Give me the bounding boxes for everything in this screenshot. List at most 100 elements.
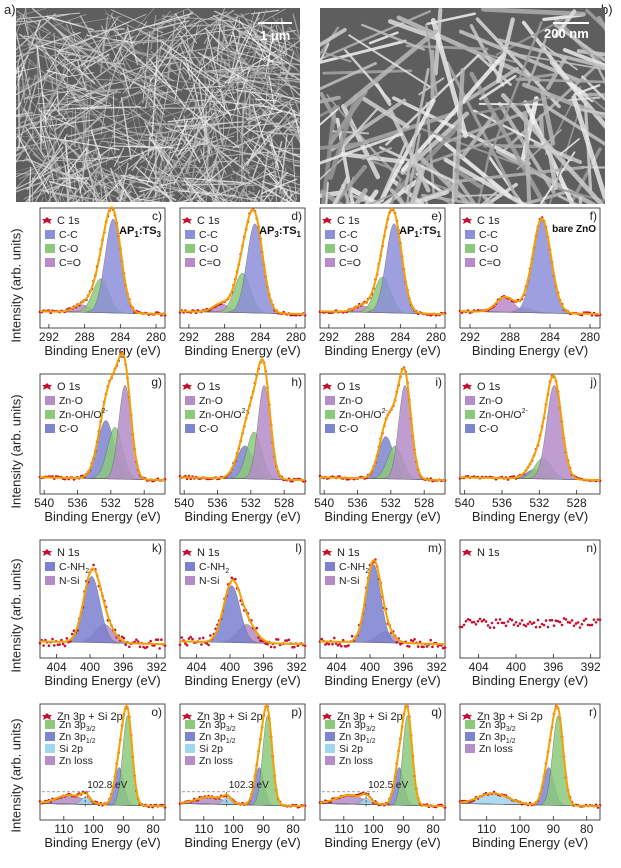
legend-swatch — [185, 396, 195, 405]
legend-label: C-NH2 — [199, 561, 229, 575]
data-point — [518, 622, 522, 625]
x-tick-label: 90 — [117, 822, 131, 836]
sample-label: AP1:TS1 — [399, 225, 441, 239]
legend-label: Zn-OH/O2- — [479, 408, 528, 421]
data-point — [522, 623, 526, 627]
x-tick-label: 80 — [580, 822, 594, 836]
data-point — [65, 637, 69, 640]
panel-letter: h) — [291, 375, 302, 389]
legend-swatch — [465, 230, 475, 239]
data-point — [540, 622, 544, 626]
data-point — [462, 623, 466, 627]
envelope-fit — [460, 373, 600, 482]
data-point — [189, 635, 192, 639]
data-point — [538, 625, 542, 629]
legend-swatch — [465, 744, 475, 753]
data-point — [178, 643, 182, 647]
x-tick-label: 90 — [257, 822, 271, 836]
legend-label: C-C — [479, 229, 498, 241]
panel-label-b: b) — [601, 2, 613, 17]
data-point — [500, 621, 504, 625]
data-point — [198, 637, 201, 640]
region-label: O 1s — [57, 381, 81, 393]
data-point — [596, 618, 600, 621]
sample-label: AP1:TS3 — [119, 225, 161, 239]
x-axis-label: Binding Energy (eV) — [472, 343, 588, 358]
data-point — [422, 645, 425, 649]
data-point — [468, 618, 472, 622]
data-point — [488, 626, 492, 629]
envelope-fit — [180, 208, 305, 316]
legend-label: Si 2p — [199, 743, 223, 755]
x-tick-label: 100 — [364, 822, 384, 836]
data-point — [504, 624, 508, 628]
region-label: C 1s — [337, 215, 360, 227]
data-point — [276, 638, 280, 641]
x-tick-label: 400 — [506, 660, 526, 674]
panel-letter: i) — [435, 375, 442, 389]
data-point — [512, 623, 516, 626]
x-axis-label: Binding Energy (eV) — [44, 835, 160, 850]
legend-label: Zn-O — [479, 395, 503, 407]
data-point — [556, 619, 560, 623]
plot-frame — [319, 539, 446, 659]
legend-swatch — [45, 562, 55, 571]
legend-label: C-O — [339, 423, 358, 435]
data-point — [136, 640, 140, 643]
x-axis-label: Binding Energy (eV) — [472, 509, 588, 524]
legend-label: C-NH2 — [59, 561, 89, 575]
x-tick-label: 392 — [287, 660, 307, 674]
scale-bar-label: 1 μm — [260, 28, 291, 43]
panel-letter: d) — [291, 209, 302, 223]
data-point — [572, 624, 576, 628]
data-point — [458, 625, 462, 629]
panel-letter: p) — [291, 705, 302, 719]
plot-frame — [459, 207, 601, 329]
legend-swatch — [45, 744, 55, 753]
data-point — [474, 623, 478, 626]
legend-label: Zn loss — [479, 743, 513, 755]
plot-frame — [179, 703, 306, 821]
legend-swatch — [325, 410, 335, 419]
data-point — [120, 635, 124, 639]
legend-label: Zn-O — [59, 395, 83, 407]
x-tick-label: 392 — [581, 660, 601, 674]
data-point — [135, 638, 138, 641]
data-point — [413, 638, 416, 641]
data-point — [340, 644, 343, 648]
data-point — [584, 617, 588, 621]
scale-bar — [258, 22, 292, 24]
x-tick-label: 400 — [220, 660, 240, 674]
x-tick-label: 400 — [80, 660, 100, 674]
x-tick-label: 528 — [274, 496, 294, 510]
si-marker-label: 102.5 eV — [368, 780, 408, 791]
data-point — [425, 645, 429, 648]
region-label: C 1s — [477, 215, 500, 227]
data-point — [429, 638, 433, 642]
data-point — [160, 638, 163, 641]
legend-label: Zn 3p3/2 — [199, 719, 236, 733]
panel-letter: g) — [151, 375, 162, 389]
data-point — [92, 563, 95, 567]
panel-letter: k) — [152, 541, 162, 555]
legend-swatch — [465, 244, 475, 253]
legend-swatch — [325, 562, 335, 571]
x-axis-label: Binding Energy (eV) — [324, 835, 440, 850]
x-tick-label: 540 — [174, 496, 194, 510]
legend-label: Zn 3p1/2 — [479, 731, 516, 745]
data-marker-icon — [462, 713, 472, 720]
legend-swatch — [185, 732, 195, 741]
data-point — [338, 642, 341, 646]
data-point — [576, 621, 580, 624]
x-axis-label: Binding Energy (eV) — [44, 509, 160, 524]
plot-frame — [39, 373, 166, 495]
data-point — [416, 645, 420, 648]
legend-label: C=O — [479, 257, 501, 269]
legend-swatch — [185, 244, 195, 253]
data-point — [586, 623, 590, 627]
x-tick-label: 404 — [469, 660, 489, 674]
